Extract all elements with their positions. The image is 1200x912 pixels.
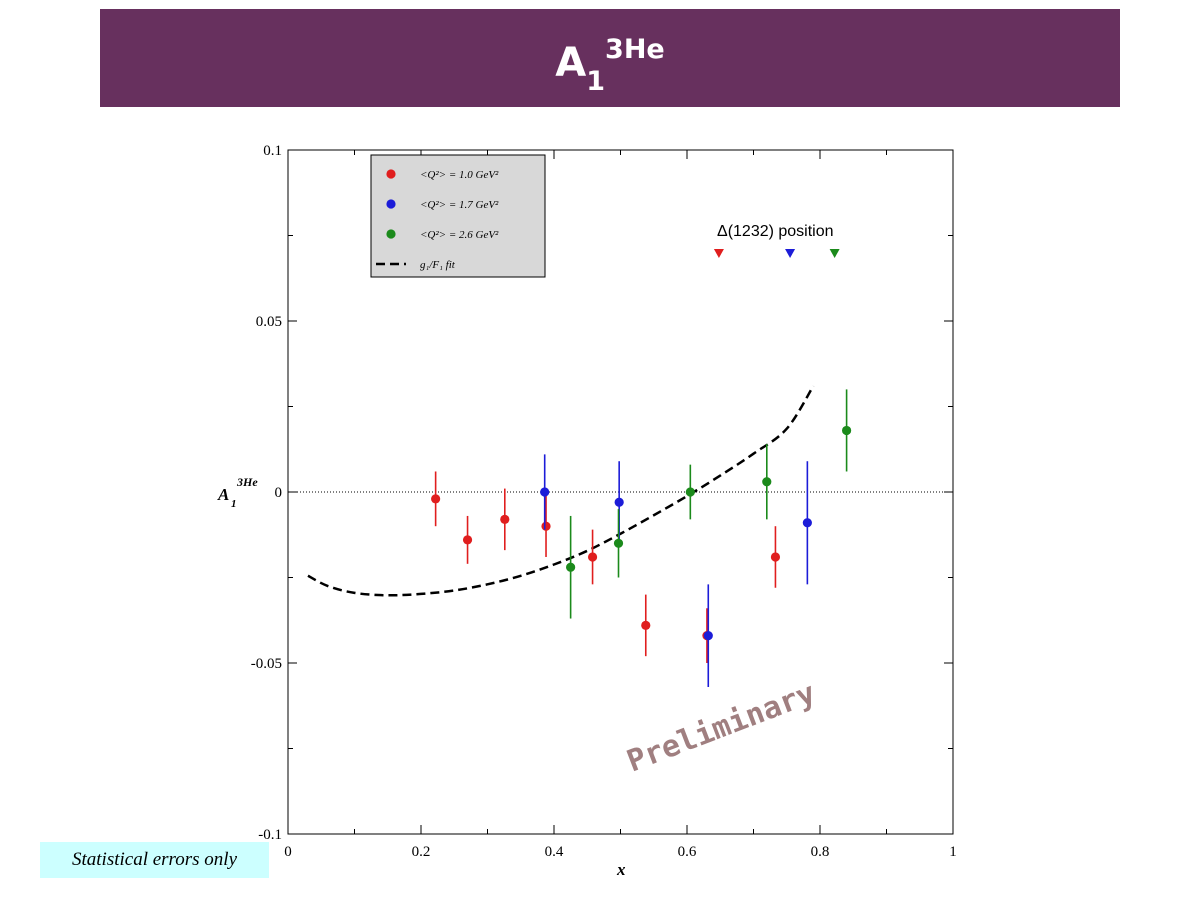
delta-marker: [785, 249, 796, 258]
y-axis-title: A 1 3He: [217, 475, 258, 510]
delta-markers: [713, 249, 840, 258]
data-point: [703, 631, 713, 641]
legend-label: <Q²> = 2.6 GeV²: [420, 229, 499, 241]
data-point: [431, 494, 441, 504]
legend-marker: [386, 199, 396, 209]
x-tick-label: 0: [284, 844, 292, 860]
y-tick-label: 0.1: [263, 143, 282, 159]
x-axis-title: x: [616, 860, 626, 879]
data-point: [842, 425, 852, 436]
tick-labels: 0 0.2 0.4 0.6 0.8 1 -0.1 -0.05 0 0.05 0.1: [251, 143, 957, 860]
data-point: [614, 497, 624, 507]
data-point: [762, 477, 772, 487]
data-point: [540, 487, 550, 497]
data-point: [685, 487, 695, 497]
data-point: [541, 521, 551, 531]
legend-label: g₁/F₁ fit: [420, 259, 456, 271]
delta-marker: [829, 249, 840, 258]
data-point: [770, 552, 781, 562]
legend: <Q²> = 1.0 GeV² <Q²> = 1.7 GeV² <Q²> = 2.6…: [370, 154, 546, 278]
y-tick-label: 0.05: [256, 314, 282, 330]
y-axis-title-base: A: [217, 485, 229, 504]
data-point: [462, 535, 473, 545]
data-point: [500, 514, 510, 524]
slide-title: A13He: [100, 36, 1120, 95]
data-point: [613, 538, 624, 548]
legend-label: <Q²> = 1.7 GeV²: [420, 199, 499, 211]
fit-curve: [307, 385, 815, 597]
delta-marker: [713, 249, 724, 258]
x-tick-label: 0.8: [811, 844, 830, 860]
y-tick-label: 0: [275, 485, 283, 501]
title-base: A: [555, 40, 587, 86]
data-point: [802, 518, 812, 528]
legend-marker: [386, 229, 396, 239]
x-tick-label: 0.6: [678, 844, 697, 860]
y-tick-label: -0.05: [251, 656, 282, 672]
x-tick-label: 0.2: [412, 844, 431, 860]
y-tick-label: -0.1: [258, 827, 282, 843]
legend-label: <Q²> = 1.0 GeV²: [420, 169, 499, 181]
statistical-errors-note: Statistical errors only: [40, 842, 269, 878]
data-point: [641, 620, 651, 630]
x-tick-label: 0.4: [545, 844, 564, 860]
title-bar: A13He: [100, 9, 1120, 107]
y-axis-title-sub: 1: [231, 498, 237, 510]
data-point: [566, 562, 576, 572]
legend-box: [370, 154, 546, 278]
data-points: [431, 389, 852, 687]
x-tick-label: 1: [949, 844, 957, 860]
legend-marker: [386, 169, 396, 179]
y-axis-title-sup: 3He: [236, 475, 258, 489]
data-point: [587, 552, 598, 562]
title-subscript: 1: [586, 66, 606, 97]
delta-position-label: Δ(1232) position: [717, 223, 834, 240]
title-superscript: 3He: [605, 34, 665, 65]
